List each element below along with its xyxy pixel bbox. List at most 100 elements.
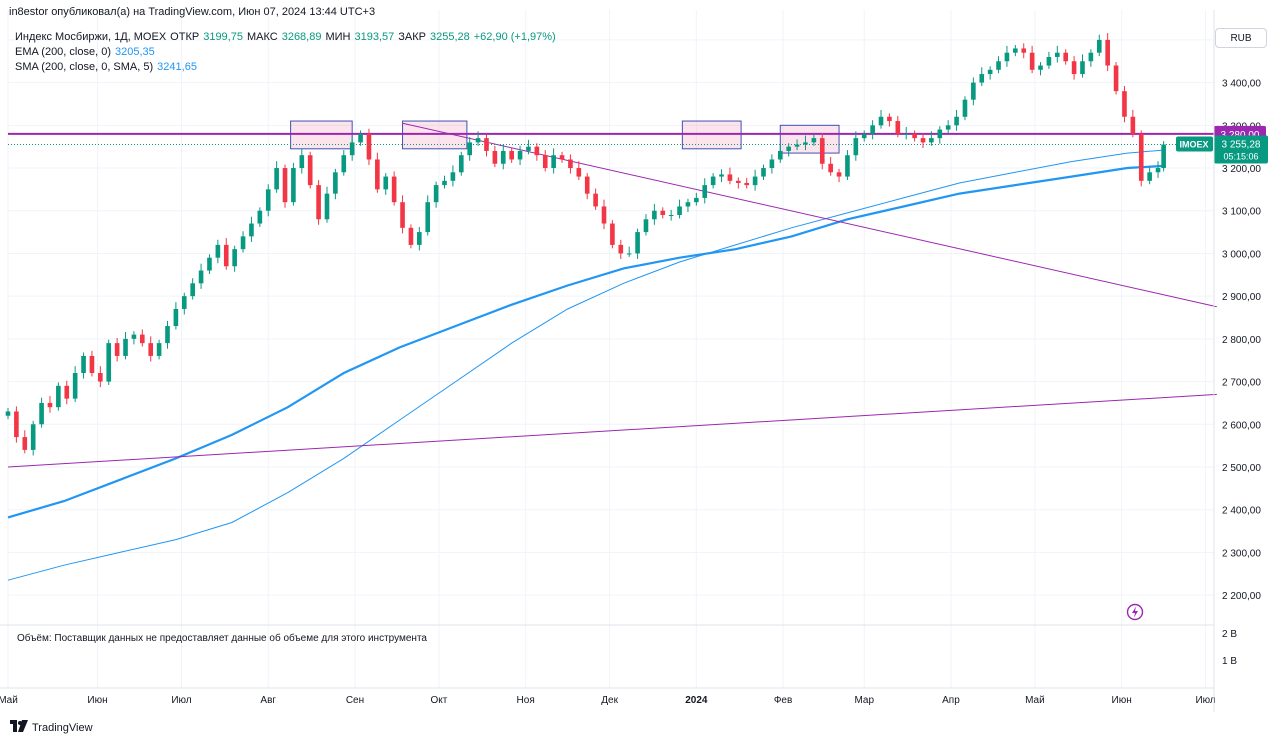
candle-body — [467, 142, 473, 156]
candle-body — [635, 232, 640, 254]
candle-body — [39, 402, 44, 425]
lightning-icon[interactable] — [1126, 603, 1144, 621]
candle-body — [1021, 48, 1027, 53]
y-tick-label: 3 100,00 — [1222, 207, 1261, 218]
candle-body — [22, 437, 28, 450]
ema-value: 3205,35 — [115, 46, 155, 58]
candle-body — [500, 150, 506, 164]
level-price-label-text: 3 280,00 — [1221, 130, 1260, 141]
candle-body — [895, 121, 901, 134]
candle-body — [660, 210, 666, 215]
candle-body — [156, 343, 162, 356]
candle-body — [593, 193, 598, 207]
candle-body — [861, 133, 867, 139]
close-label: ЗАКР — [398, 31, 426, 43]
candle-body — [685, 202, 691, 207]
sma-value: 3241,65 — [157, 61, 197, 73]
x-tick-label: Ноя — [517, 695, 535, 706]
ema-row[interactable]: EMA (200, close, 0) 3205,35 — [15, 45, 556, 60]
candle-body — [1161, 144, 1166, 169]
symbol-title[interactable]: Индекс Мосбиржи, 1Д, MOEX — [15, 31, 167, 43]
candle-body — [190, 283, 195, 297]
y-tick-label: 2 200,00 — [1222, 591, 1261, 602]
candle-body — [1013, 48, 1018, 53]
resistance-box — [290, 120, 353, 150]
footer: TradingView — [10, 720, 93, 735]
candle-body — [492, 150, 498, 164]
last-price-label-bg — [1214, 135, 1268, 164]
candle-body — [1155, 168, 1161, 173]
candle-body — [903, 133, 909, 135]
candle-body — [475, 138, 481, 143]
candle-body — [710, 176, 716, 186]
ohlc-row[interactable]: Индекс Мосбиржи, 1Д, MOEX ОТКР 3199,75 МА… — [15, 30, 556, 45]
candle-body — [56, 385, 61, 408]
candle-body — [232, 249, 237, 267]
candle-body — [576, 168, 582, 177]
candle-body — [618, 244, 624, 254]
candle-body — [450, 172, 456, 181]
candle-body — [668, 215, 674, 216]
candle-body — [341, 155, 347, 173]
candle-body — [1054, 52, 1060, 57]
candle-body — [391, 176, 397, 203]
candle-body — [736, 180, 741, 183]
resistance-box — [681, 120, 742, 150]
y-tick-label: 2 900,00 — [1222, 292, 1261, 303]
x-tick-label: Май — [1025, 695, 1045, 706]
x-tick-label: Мар — [854, 695, 874, 706]
candle-body — [752, 176, 758, 186]
candle-body — [694, 197, 699, 203]
candle-body — [979, 74, 985, 83]
x-tick-label: 2024 — [685, 695, 708, 706]
candle-body — [1071, 61, 1077, 75]
candle-body — [324, 193, 330, 220]
candle-body — [358, 133, 363, 143]
candle-body — [777, 150, 783, 160]
published-by: in8estor опубликовал(а) на TradingView.c… — [9, 6, 376, 18]
x-tick-label: Дек — [601, 695, 618, 706]
candle-body — [526, 146, 531, 151]
candle-body — [458, 155, 464, 173]
high-value: 3268,89 — [281, 31, 322, 43]
x-tick-label: Май — [0, 695, 18, 706]
candle-body — [5, 411, 11, 416]
candle-body — [442, 180, 447, 186]
candles — [5, 33, 1166, 456]
candle-body — [542, 155, 548, 169]
candle-body — [484, 138, 489, 151]
candle-body — [584, 176, 590, 194]
candle-body — [677, 206, 682, 215]
sma-label: SMA (200, close, 0, SMA, 5) — [15, 61, 154, 73]
candle-body — [1046, 56, 1052, 66]
candle-body — [282, 168, 288, 203]
candle-body — [551, 155, 556, 169]
candle-body — [1038, 65, 1043, 70]
candle-body — [265, 189, 271, 211]
candle-body — [307, 155, 313, 186]
change-value: +62,90 (+1,97%) — [473, 31, 556, 43]
candle-body — [803, 142, 808, 145]
sma-row[interactable]: SMA (200, close, 0, SMA, 5) 3241,65 — [15, 60, 556, 75]
y-tick-label: 2 500,00 — [1222, 463, 1261, 474]
candle-body — [64, 385, 70, 399]
candle-body — [148, 343, 154, 356]
candle-body — [794, 144, 800, 147]
candle-body — [937, 129, 943, 139]
low-label: МИН — [325, 31, 351, 43]
candle-body — [769, 159, 775, 169]
ema-200-line — [7, 164, 1164, 519]
candle-body — [920, 138, 926, 143]
candle-body — [878, 116, 884, 126]
candle-body — [223, 244, 229, 267]
candle-body — [207, 257, 212, 271]
candle-body — [198, 270, 204, 284]
time-axis[interactable]: Май Июн Июл Авг Сен Окт Ноя Дек 2024 Фев Мар Апр Май… — [0, 695, 1216, 706]
candle-body — [14, 411, 19, 438]
currency-button[interactable]: RUB — [1215, 28, 1267, 48]
candle-body — [971, 82, 976, 100]
candle-body — [1029, 52, 1035, 70]
candle-body — [349, 142, 355, 156]
candle-body — [274, 168, 279, 190]
